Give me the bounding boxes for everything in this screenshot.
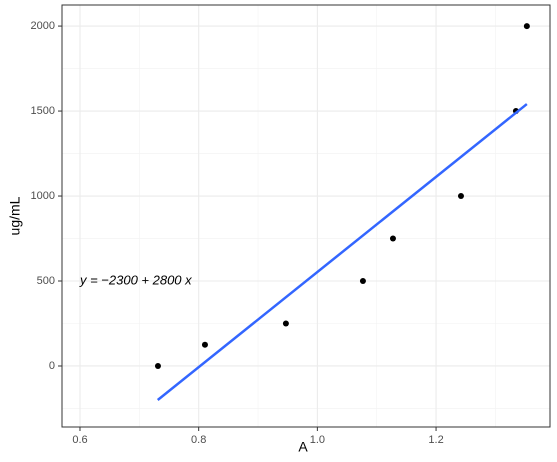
point <box>359 278 366 285</box>
x-tick-label: 1.0 <box>310 434 325 446</box>
point <box>201 341 208 348</box>
panel-border <box>61 4 551 428</box>
x-tick-label: 0.8 <box>191 434 206 446</box>
point <box>523 23 530 30</box>
equation-annotation: y = −2300 + 2800 x <box>79 272 192 287</box>
y-tick-label: 2000 <box>31 20 55 32</box>
y-tick-label: 0 <box>49 360 55 372</box>
point <box>457 193 464 200</box>
regression-line <box>156 103 528 401</box>
point <box>389 235 396 242</box>
y-tick-label: 1500 <box>31 105 55 117</box>
x-axis-title: A <box>298 439 308 455</box>
y-tick-label: 500 <box>37 275 55 287</box>
x-tick-label: 0.6 <box>72 434 87 446</box>
y-tick-label: 1000 <box>31 190 55 202</box>
point <box>154 362 161 369</box>
y-axis-title: ug/mL <box>7 196 23 235</box>
point <box>282 320 289 327</box>
x-tick-label: 1.2 <box>428 434 443 446</box>
